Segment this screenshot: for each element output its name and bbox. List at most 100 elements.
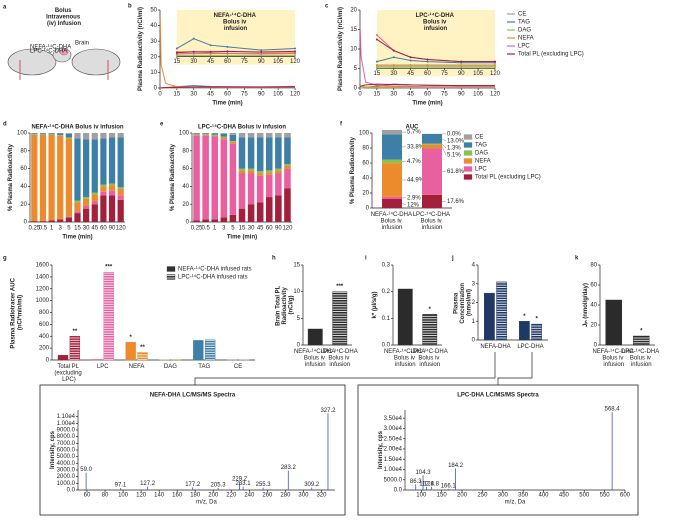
x-tick-label: 320 bbox=[316, 493, 327, 499]
bar-segment bbox=[65, 216, 72, 218]
inset-x-tick-label: 105 bbox=[473, 71, 484, 77]
inset-x-tick-label: 15 bbox=[374, 71, 381, 77]
bar-segment bbox=[238, 168, 246, 171]
bar-segment bbox=[193, 133, 200, 135]
x-tick-label: LPC-¹⁴C-DHA Bolus iv infusion bbox=[320, 348, 359, 368]
inset-point bbox=[426, 58, 429, 61]
bar-segment bbox=[275, 133, 282, 138]
legend-label: NEFA bbox=[518, 36, 534, 42]
bar-segment bbox=[39, 134, 47, 222]
bar-segment bbox=[422, 194, 442, 208]
bar-segment bbox=[256, 171, 264, 174]
x-tick-label: 15 bbox=[174, 92, 181, 98]
x-tick-label: 5 bbox=[67, 226, 71, 232]
x-tick-label: 260 bbox=[262, 493, 273, 499]
value-label: 4.7% bbox=[407, 159, 421, 165]
inset-point bbox=[409, 66, 412, 69]
x-tick-label: LPC bbox=[97, 364, 109, 370]
x-tick-label: 300 bbox=[298, 493, 309, 499]
legend-swatch bbox=[463, 174, 473, 180]
x-tick-label: 60 bbox=[100, 226, 107, 232]
x-tick-label: 0.25 bbox=[191, 226, 203, 232]
inset-point bbox=[226, 45, 229, 48]
bar-segment bbox=[108, 195, 116, 222]
bar bbox=[531, 323, 542, 341]
y-tick-label: 0 bbox=[366, 206, 370, 212]
peak-label: 97.1 bbox=[115, 483, 127, 489]
y-tick-label: 2.00e4 bbox=[384, 447, 403, 453]
bar-segment bbox=[382, 196, 402, 199]
illustration: a Brain NEFA-¹⁴C-DHA LPC-¹⁴C-DHA bbox=[3, 5, 121, 80]
legend-label: CE bbox=[518, 12, 526, 18]
peak-label: 255.3 bbox=[256, 482, 272, 488]
bar-segment bbox=[91, 204, 98, 222]
y-tick-label: 2000.0 bbox=[57, 474, 76, 480]
bar-segment bbox=[202, 133, 209, 135]
inset-x-tick-label: 45 bbox=[207, 59, 214, 65]
bar-segment bbox=[238, 208, 246, 222]
value-label: 61.8% bbox=[447, 169, 465, 175]
bar-segment bbox=[57, 219, 64, 222]
panel-label: k bbox=[575, 256, 579, 262]
bar-segment bbox=[275, 168, 282, 171]
bar-segment bbox=[220, 137, 228, 140]
y-tick-label: 100 bbox=[359, 131, 370, 137]
peak-label: 309.2 bbox=[304, 482, 320, 488]
y-tick-label: 1.50e4 bbox=[384, 457, 403, 463]
y-tick-label: 3 bbox=[472, 281, 476, 287]
peak-label: 127.2 bbox=[140, 481, 156, 487]
inset-point bbox=[209, 52, 212, 55]
legend-swatch bbox=[463, 134, 473, 140]
y-tick-label: 9000.0 bbox=[57, 428, 76, 434]
bar-segment bbox=[238, 133, 246, 138]
x-tick-label: 100 bbox=[118, 493, 129, 499]
y-tick-label: 0.0 bbox=[382, 343, 391, 349]
x-tick-label: 500 bbox=[579, 493, 590, 499]
legend-swatch bbox=[463, 142, 473, 148]
inset-series-line bbox=[376, 56, 495, 64]
y-tick-label: 20 bbox=[20, 202, 27, 208]
inset-point bbox=[226, 52, 229, 55]
x-tick-label: 15 bbox=[374, 92, 381, 98]
significance-mark: ** bbox=[140, 345, 145, 351]
x-tick-label: 120 bbox=[282, 226, 293, 232]
bar-segment bbox=[256, 173, 264, 176]
bar-segment bbox=[31, 221, 38, 222]
bar bbox=[307, 328, 323, 346]
peak-label: 59.0 bbox=[80, 467, 92, 473]
bar-segment bbox=[65, 133, 72, 138]
inset-point bbox=[209, 50, 212, 53]
y-axis-label: Plasma Radioactivity (nCi/ml) bbox=[138, 7, 144, 91]
inset-point bbox=[460, 66, 463, 69]
chart-title: LPC-DHA LC/MS/MS Spectra bbox=[457, 393, 539, 399]
y-tick-label: 0.1 bbox=[382, 316, 391, 322]
y-tick-label: 60 bbox=[362, 161, 369, 167]
x-tick-label: 5 bbox=[231, 226, 235, 232]
bar-segment bbox=[247, 133, 255, 138]
inset-x-tick-label: 105 bbox=[273, 59, 284, 65]
y-tick-label: 0.0 bbox=[67, 488, 76, 494]
bar bbox=[332, 291, 348, 346]
bar-segment bbox=[382, 163, 402, 197]
bar-segment bbox=[100, 138, 107, 185]
chart-title: AUC bbox=[406, 125, 420, 131]
chart-title: NEFA-¹⁴C-DHA Bolus iv infusion bbox=[214, 12, 258, 32]
connector bbox=[497, 352, 533, 385]
bar-segment bbox=[220, 217, 228, 222]
bar-segment bbox=[382, 130, 402, 135]
y-tick-label: 50 bbox=[150, 8, 157, 14]
peak-label: 124.8 bbox=[424, 481, 440, 487]
bar-segment bbox=[220, 139, 228, 218]
y-tick-label: 80 bbox=[20, 148, 27, 154]
legend-swatch bbox=[463, 150, 473, 156]
x-tick-label: 0 bbox=[158, 92, 162, 98]
y-tick-label: 0 bbox=[297, 343, 301, 349]
y-tick-label: 40 bbox=[20, 184, 27, 190]
x-tick-label: 3 bbox=[59, 226, 63, 232]
bar-segment bbox=[74, 211, 81, 214]
y-tick-label: 1.00e4 bbox=[57, 421, 76, 427]
bar-segment bbox=[100, 191, 107, 196]
chart-title: NEFA-DHA LC/MS/MS Spectra bbox=[150, 393, 236, 399]
bar-segment bbox=[266, 137, 273, 171]
peak-label: 205.3 bbox=[211, 483, 227, 489]
